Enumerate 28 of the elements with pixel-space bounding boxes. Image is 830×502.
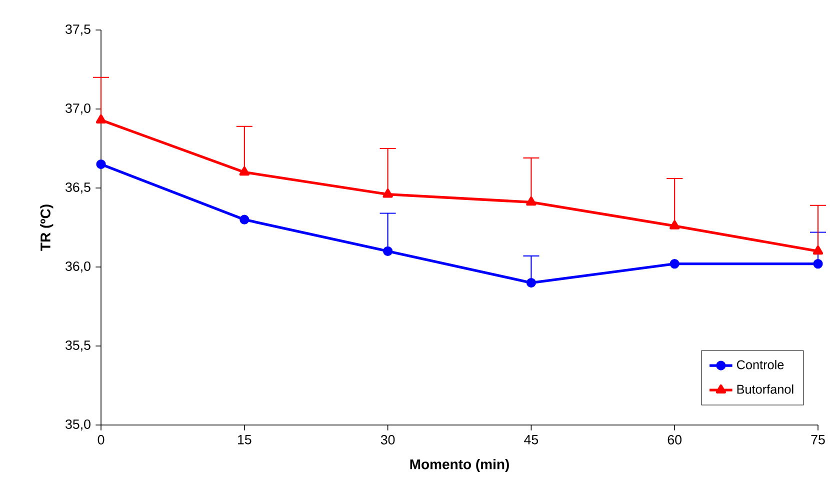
y-tick-label: 36,5 — [66, 182, 90, 194]
point — [239, 166, 250, 176]
point — [96, 114, 106, 124]
point — [813, 259, 823, 269]
x-tick-label: 0 — [98, 435, 104, 444]
x-tick-label: 75 — [811, 435, 825, 444]
y-tick-label: 35,5 — [66, 340, 90, 352]
point — [383, 246, 393, 256]
legend-label: Butorfanol — [737, 384, 794, 394]
x-tick-label: 45 — [524, 435, 538, 444]
point — [96, 159, 106, 170]
y-tick-label: 36,0 — [66, 261, 90, 273]
x-tick-label: 15 — [238, 435, 252, 444]
y-tick-label: 37,5 — [66, 24, 90, 36]
point — [670, 220, 680, 230]
point — [382, 188, 393, 198]
y-tick-label: 35,0 — [66, 419, 90, 431]
legend-label: Controle — [736, 360, 784, 370]
point — [240, 214, 250, 224]
x-tick-label: 60 — [668, 435, 682, 444]
point — [812, 246, 824, 255]
point — [526, 196, 536, 206]
y-tick-label: 37,0 — [66, 103, 90, 115]
y-axis-title: TR (ºC) — [40, 204, 54, 251]
point — [526, 278, 536, 288]
x-axis-title: Momento (min) — [410, 458, 509, 472]
point — [670, 259, 680, 269]
x-tick-label: 30 — [380, 435, 395, 444]
